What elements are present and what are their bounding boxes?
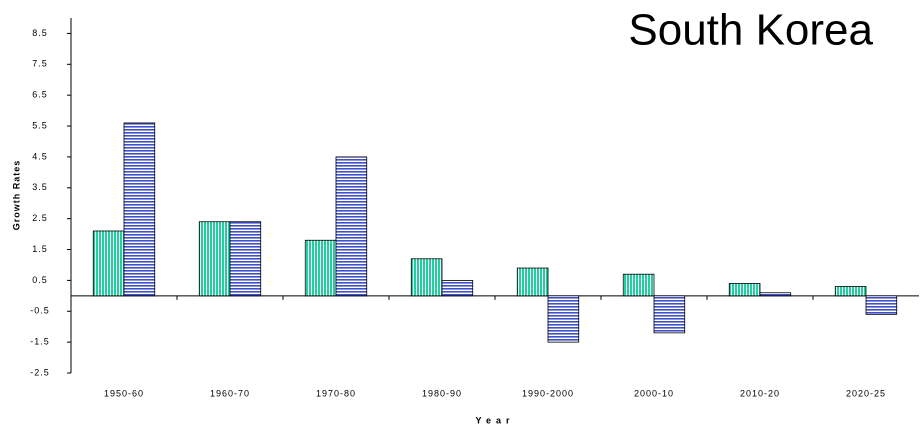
- x-tick-label: 2010-20: [740, 388, 780, 398]
- bar: [653, 295, 686, 334]
- x-tick-label: 1960-70: [210, 388, 250, 398]
- x-tick-label: 2020-25: [846, 388, 886, 398]
- bar: [92, 230, 125, 297]
- bar: [865, 295, 898, 315]
- y-axis-label: Growth Rates: [11, 160, 21, 231]
- bar: [304, 239, 337, 297]
- y-tick-label: 4.5: [32, 151, 48, 161]
- bar: [547, 295, 580, 343]
- bar: [123, 122, 156, 297]
- bar: [410, 258, 443, 297]
- x-tick-label: 1950-60: [104, 388, 144, 398]
- y-tick-label: 7.5: [32, 59, 48, 69]
- y-tick-label: -0.5: [30, 306, 50, 316]
- y-tick-label: 2.5: [32, 213, 48, 223]
- bar: [229, 221, 262, 297]
- bar: [728, 283, 761, 297]
- bar: [516, 267, 549, 297]
- bar: [441, 279, 474, 297]
- y-tick-label: 0.5: [32, 275, 48, 285]
- y-tick-label: 6.5: [32, 90, 48, 100]
- bar: [335, 156, 368, 297]
- x-tick-label: 1980-90: [422, 388, 462, 398]
- x-tick-label: 1970-80: [316, 388, 356, 398]
- chart-title: South Korea: [628, 6, 873, 55]
- bar: [198, 221, 231, 297]
- x-tick-label: 2000-10: [634, 388, 674, 398]
- bar: [834, 286, 867, 297]
- y-tick-label: -2.5: [30, 367, 50, 377]
- bar: [622, 273, 655, 297]
- y-tick-label: 3.5: [32, 182, 48, 192]
- y-tick-label: 1.5: [32, 244, 48, 254]
- bar: [759, 292, 792, 297]
- y-tick-label: 5.5: [32, 120, 48, 130]
- y-tick-label: 8.5: [32, 28, 48, 38]
- y-tick-label: -1.5: [30, 337, 50, 347]
- x-axis-label: Year: [475, 415, 514, 425]
- x-tick-label: 1990-2000: [522, 388, 574, 398]
